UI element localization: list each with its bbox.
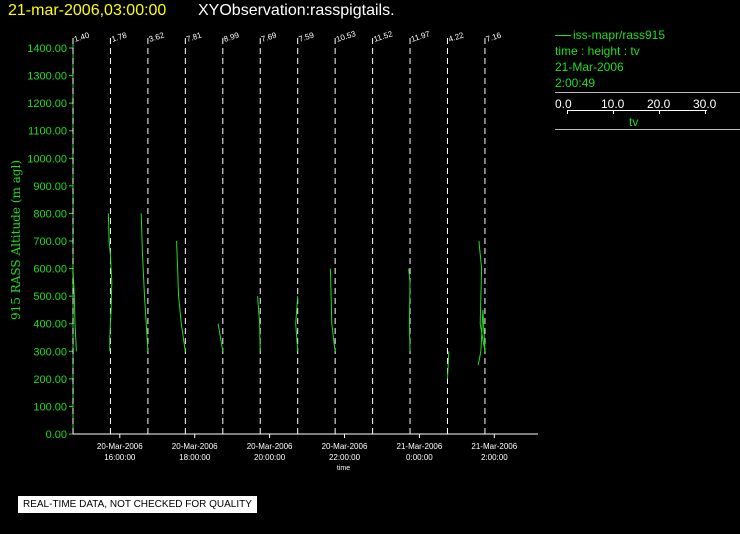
y-tick-label: 700.00 [33, 236, 67, 248]
legend-time: 2:00:49 [555, 76, 596, 90]
legend-divider [555, 129, 740, 130]
profile-trace [217, 323, 224, 352]
y-tick-label: 600.00 [33, 264, 67, 276]
y-tick-label: 900.00 [33, 181, 67, 193]
profile-trace [107, 213, 113, 352]
x-axis-label: time [337, 465, 350, 472]
profile-trace [408, 268, 411, 352]
legend-series-name: iss-mapr/rass915 [573, 28, 666, 42]
profile-trace [176, 240, 186, 352]
scale-tick [659, 110, 660, 114]
legend-divider [555, 92, 740, 93]
scale-tick-label: 30.0 [693, 97, 717, 111]
observation-date: 21-mar-2006,03:00:00 [8, 2, 167, 19]
scale-tick-label: 0.0 [555, 97, 572, 111]
profile-label: 8.99 [223, 30, 241, 44]
profile-label: 11.97 [410, 29, 432, 44]
scale-tick [567, 110, 568, 114]
profile-trace [477, 240, 486, 366]
profile-label: 1.40 [73, 30, 91, 44]
profile-label: 7.16 [485, 30, 503, 44]
x-tick-label-date: 20-Mar-2006 [172, 442, 218, 451]
profile-label: 4.22 [447, 30, 465, 44]
x-tick-label-date: 21-Mar-2006 [397, 442, 443, 451]
legend-panel: iss-mapr/rass915 time : height : tv 21-M… [555, 28, 740, 130]
scale-tick [613, 110, 614, 114]
profile-label: 7.69 [260, 30, 278, 44]
quality-notice: REAL-TIME DATA, NOT CHECKED FOR QUALITY [18, 496, 257, 513]
y-tick-label: 500.00 [33, 291, 67, 303]
y-tick-label: 300.00 [33, 346, 67, 358]
profile-label: 3.62 [148, 30, 166, 44]
scale-axis [567, 110, 707, 111]
x-tick-label-time: 22:00:00 [329, 453, 361, 462]
profile-label: 1.78 [110, 30, 128, 44]
profile-trace [447, 351, 450, 379]
scale-tick-label: 10.0 [601, 97, 625, 111]
profile-trace [72, 268, 77, 352]
profile-label: 7.81 [185, 30, 203, 44]
legend-date: 21-Mar-2006 [555, 60, 624, 74]
x-tick-label-time: 0:00:00 [406, 453, 433, 462]
y-tick-label: 1000.00 [27, 153, 67, 165]
profile-trace [140, 213, 149, 352]
x-tick-label-date: 20-Mar-2006 [322, 442, 368, 451]
profile-label: 7.59 [298, 30, 316, 44]
profile-label: 11.52 [372, 29, 394, 44]
x-tick-label-date: 20-Mar-2006 [97, 442, 143, 451]
chart-title: XYObservation:rasspigtails. [198, 2, 395, 19]
y-tick-label: 1300.00 [27, 71, 67, 83]
scale-label: tv [629, 115, 639, 129]
y-tick-label: 1400.00 [27, 43, 67, 55]
x-tick-label-time: 2:00:00 [481, 453, 508, 462]
y-tick-label: 800.00 [33, 208, 67, 220]
x-tick-label-time: 20:00:00 [254, 453, 286, 462]
legend-series-row: iss-mapr/rass915 [555, 28, 740, 42]
profile-trace [295, 296, 299, 352]
y-tick-label: 200.00 [33, 374, 67, 386]
legend-axes: time : height : tv [555, 44, 640, 58]
scale-tick [705, 110, 706, 114]
x-tick-label-date: 20-Mar-2006 [247, 442, 293, 451]
profile-trace [257, 296, 261, 352]
x-tick-label-time: 16:00:00 [104, 453, 136, 462]
y-tick-label: 0.00 [46, 429, 67, 441]
x-tick-label-date: 21-Mar-2006 [471, 442, 517, 451]
profile-trace [329, 268, 336, 352]
y-tick-label: 400.00 [33, 319, 67, 331]
y-tick-label: 1200.00 [27, 98, 67, 110]
y-tick-label: 100.00 [33, 401, 67, 413]
legend-swatch [555, 35, 571, 37]
scale-tick-label: 20.0 [647, 97, 671, 111]
x-tick-label-time: 18:00:00 [179, 453, 211, 462]
profile-label: 10.53 [335, 29, 357, 44]
tv-scale: 0.0 10.0 20.0 30.0 tv [555, 93, 740, 129]
y-tick-label: 1100.00 [28, 126, 67, 138]
